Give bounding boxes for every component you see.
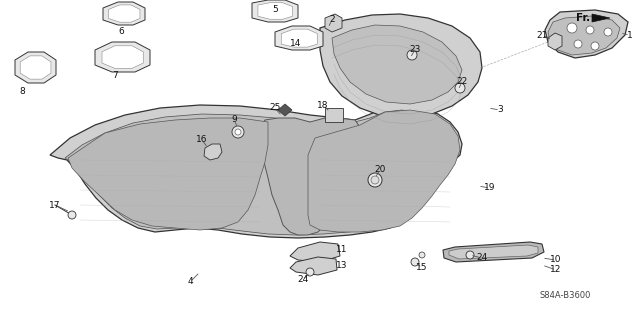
Polygon shape: [332, 25, 462, 104]
Text: 22: 22: [456, 78, 468, 86]
Text: 4: 4: [187, 278, 193, 286]
Polygon shape: [258, 3, 292, 19]
Circle shape: [411, 258, 419, 266]
Polygon shape: [258, 118, 362, 235]
Text: 8: 8: [19, 87, 25, 97]
Text: 21: 21: [536, 31, 548, 40]
Circle shape: [232, 126, 244, 138]
Polygon shape: [278, 104, 292, 116]
Circle shape: [586, 26, 594, 34]
Circle shape: [68, 211, 76, 219]
Text: 20: 20: [374, 166, 386, 174]
Polygon shape: [443, 242, 544, 262]
Text: S84A-B3600: S84A-B3600: [540, 291, 591, 300]
Circle shape: [567, 23, 577, 33]
Text: 19: 19: [484, 183, 496, 192]
Text: 5: 5: [272, 5, 278, 14]
Polygon shape: [204, 144, 222, 160]
Text: 12: 12: [550, 265, 562, 275]
Circle shape: [419, 252, 425, 258]
Polygon shape: [308, 110, 460, 232]
Circle shape: [407, 50, 417, 60]
Text: 13: 13: [336, 261, 348, 270]
Polygon shape: [65, 110, 455, 235]
Text: 10: 10: [550, 256, 562, 264]
Circle shape: [574, 40, 582, 48]
Circle shape: [371, 176, 379, 184]
Polygon shape: [103, 2, 145, 25]
Polygon shape: [68, 118, 268, 230]
Text: 14: 14: [291, 40, 301, 48]
Polygon shape: [548, 16, 620, 55]
Text: 25: 25: [269, 103, 281, 113]
Polygon shape: [252, 0, 298, 22]
Text: 7: 7: [112, 71, 118, 80]
Circle shape: [604, 28, 612, 36]
Circle shape: [466, 251, 474, 259]
Bar: [325, 108, 343, 122]
Text: 9: 9: [231, 115, 237, 124]
Text: Fr.: Fr.: [576, 13, 590, 23]
Polygon shape: [449, 245, 538, 259]
Polygon shape: [290, 242, 340, 262]
Text: 2: 2: [329, 16, 335, 25]
Polygon shape: [275, 26, 323, 50]
Polygon shape: [15, 52, 56, 83]
Circle shape: [591, 42, 599, 50]
Circle shape: [235, 129, 241, 135]
Polygon shape: [102, 46, 143, 68]
Text: 1: 1: [627, 31, 633, 40]
Text: 24: 24: [298, 276, 308, 285]
Circle shape: [306, 268, 314, 276]
Polygon shape: [108, 5, 140, 22]
Text: 23: 23: [410, 46, 420, 55]
Text: 15: 15: [416, 263, 428, 272]
Polygon shape: [290, 257, 337, 275]
Polygon shape: [325, 14, 342, 32]
Text: 24: 24: [476, 254, 488, 263]
Circle shape: [368, 173, 382, 187]
Circle shape: [455, 83, 465, 93]
Text: 3: 3: [497, 106, 503, 115]
Polygon shape: [545, 10, 628, 58]
Text: 16: 16: [196, 136, 208, 145]
Polygon shape: [50, 105, 462, 238]
Polygon shape: [548, 33, 562, 50]
Text: 11: 11: [336, 246, 348, 255]
Polygon shape: [592, 14, 610, 22]
Polygon shape: [320, 14, 482, 118]
Text: 18: 18: [317, 100, 329, 109]
Polygon shape: [95, 42, 150, 72]
Text: 6: 6: [118, 27, 124, 36]
Polygon shape: [20, 56, 51, 79]
Polygon shape: [281, 29, 317, 47]
Text: 17: 17: [49, 201, 61, 210]
